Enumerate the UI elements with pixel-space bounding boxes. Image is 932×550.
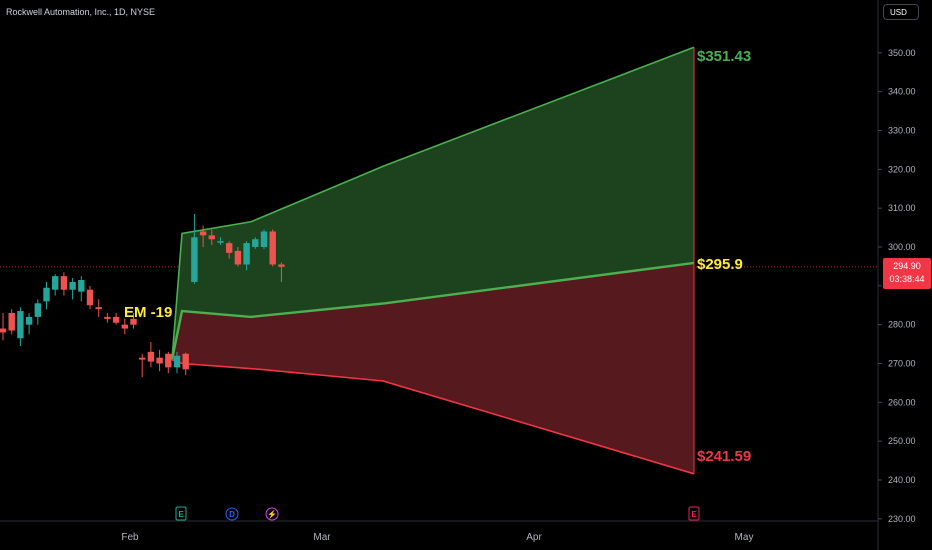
candle-body [25,316,33,325]
bar-countdown: 03:38:44 [889,274,925,284]
time-axis[interactable]: Feb Mar Apr May [121,532,753,543]
price-tick-label: 300.00 [888,242,916,252]
time-tick-label: Feb [121,532,139,543]
candle-body [43,287,50,302]
candle-body [217,241,224,243]
price-tick-label: 260.00 [888,397,916,407]
dividend-event-icon[interactable]: D [225,507,239,521]
event-marker-label: ⚡ [267,509,277,519]
price-tick-label: 350.00 [888,48,916,58]
split-event-icon[interactable]: ⚡ [265,507,279,521]
candle-body [191,237,198,282]
mid-target-label: $295.9 [697,256,743,273]
price-tick-label: 280.00 [888,320,916,330]
time-tick-label: Apr [526,532,542,543]
candle-body [86,289,94,306]
candle-body [69,281,76,290]
candle-body [252,239,259,247]
candle-body [112,316,120,323]
earnings-event-icon[interactable]: E [175,506,187,521]
candle-body [139,357,146,360]
candle-body [156,357,163,364]
candle-body [121,324,128,329]
event-marker-frame [225,507,239,521]
candle-body [17,311,24,339]
candle-body [243,243,250,265]
event-marker-label: E [178,510,184,519]
symbol-title[interactable]: Rockwell Automation, Inc., 1D, NYSE [6,7,156,17]
price-tick-label: 270.00 [888,358,916,368]
upper-target-label: $351.43 [697,48,751,65]
candle-body [226,243,233,253]
price-tick-label: 250.00 [888,436,916,446]
candle-body [60,276,68,290]
event-markers: E D ⚡ E [175,506,700,521]
candle-body [173,355,181,368]
candle-body [52,276,59,290]
candle-body [34,303,41,317]
candle-body [208,235,215,240]
candle-body [269,231,276,265]
event-marker-label: D [229,510,235,519]
candlestick-series [0,213,285,378]
candle-body [199,231,207,236]
em-label: EM -19 [124,304,172,321]
event-marker-frame [265,507,279,521]
candle-body [147,351,155,362]
price-tick-label: 230.00 [888,514,916,524]
price-tick-label: 330.00 [888,126,916,136]
last-price-tag: 294.90 03:38:44 [883,258,931,289]
mid-band-line [170,261,695,360]
candle-body [104,316,111,319]
candle-body [182,353,189,370]
event-marker-frame [688,506,700,521]
event-marker-label: E [691,510,697,519]
price-tick-label: 240.00 [888,475,916,485]
candle-body [165,353,172,368]
event-marker-frame [175,506,187,521]
upper-band-line [171,46,695,360]
candle-body [234,250,242,265]
candle-body [260,231,268,247]
candle-body [78,280,85,292]
price-tick-label: 340.00 [888,87,916,97]
lower-target-label: $241.59 [697,448,751,465]
lower-band-fill [172,262,694,474]
candle-body [278,264,285,267]
upper-band-fill [172,47,694,360]
price-tick-label: 310.00 [888,203,916,213]
time-tick-label: Mar [313,532,331,543]
last-price-value: 294.90 [893,261,921,271]
candle-body [0,328,7,333]
candle-body [130,318,137,325]
candle-body [8,313,15,331]
future-earnings-event-icon[interactable]: E [688,506,700,521]
candle-body [95,307,102,310]
time-tick-label: May [735,532,754,543]
price-tick-label: 320.00 [888,164,916,174]
currency-selector[interactable]: USD [883,4,919,20]
expected-move-bands [170,46,695,475]
